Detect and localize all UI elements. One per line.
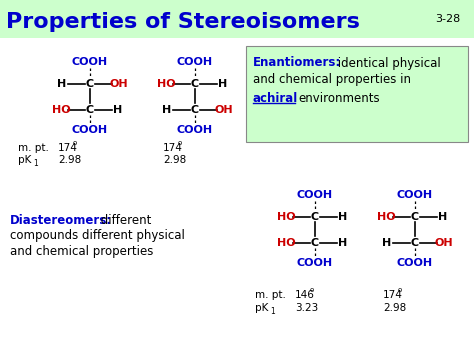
Text: Enantiomers:: Enantiomers: bbox=[253, 56, 341, 70]
Text: m. pt.: m. pt. bbox=[18, 143, 49, 153]
Text: C: C bbox=[411, 212, 419, 222]
Text: 2.98: 2.98 bbox=[163, 155, 186, 165]
Text: compounds different physical: compounds different physical bbox=[10, 229, 185, 242]
Text: H: H bbox=[219, 79, 228, 89]
Text: 1: 1 bbox=[33, 158, 38, 168]
Text: HO: HO bbox=[52, 105, 70, 115]
Text: C: C bbox=[311, 238, 319, 248]
Text: different: different bbox=[97, 213, 151, 226]
Text: 174: 174 bbox=[58, 143, 78, 153]
Text: COOH: COOH bbox=[297, 190, 333, 200]
Text: HO: HO bbox=[277, 212, 295, 222]
Text: o: o bbox=[398, 287, 402, 293]
Text: 2.98: 2.98 bbox=[58, 155, 81, 165]
Text: pK: pK bbox=[18, 155, 31, 165]
Text: C: C bbox=[411, 238, 419, 248]
Text: o: o bbox=[73, 140, 77, 146]
Text: 146: 146 bbox=[295, 290, 315, 300]
Text: 2.98: 2.98 bbox=[383, 303, 406, 313]
Text: COOH: COOH bbox=[72, 125, 108, 135]
Text: HO: HO bbox=[157, 79, 175, 89]
Text: H: H bbox=[438, 212, 447, 222]
Text: COOH: COOH bbox=[397, 258, 433, 268]
Text: C: C bbox=[86, 105, 94, 115]
Text: C: C bbox=[191, 79, 199, 89]
Text: COOH: COOH bbox=[297, 258, 333, 268]
Text: Properties of Stereoisomers: Properties of Stereoisomers bbox=[6, 12, 360, 32]
Text: C: C bbox=[191, 105, 199, 115]
Text: H: H bbox=[383, 238, 392, 248]
Text: C: C bbox=[311, 212, 319, 222]
Text: COOH: COOH bbox=[177, 57, 213, 67]
Text: o: o bbox=[310, 287, 314, 293]
Text: COOH: COOH bbox=[72, 57, 108, 67]
Text: COOH: COOH bbox=[397, 190, 433, 200]
Text: OH: OH bbox=[109, 79, 128, 89]
Text: 3-28: 3-28 bbox=[435, 14, 460, 24]
Text: HO: HO bbox=[377, 212, 395, 222]
Text: 3.23: 3.23 bbox=[295, 303, 318, 313]
Text: 174: 174 bbox=[383, 290, 403, 300]
Text: HO: HO bbox=[277, 238, 295, 248]
Text: achiral: achiral bbox=[253, 92, 298, 104]
Text: environments: environments bbox=[298, 92, 380, 104]
Text: and chemical properties: and chemical properties bbox=[10, 246, 154, 258]
Text: OH: OH bbox=[435, 238, 453, 248]
Text: H: H bbox=[163, 105, 172, 115]
Text: H: H bbox=[338, 212, 347, 222]
Text: pK: pK bbox=[255, 303, 268, 313]
Text: OH: OH bbox=[215, 105, 233, 115]
Text: identical physical: identical physical bbox=[334, 56, 441, 70]
Text: H: H bbox=[338, 238, 347, 248]
Text: and chemical properties in: and chemical properties in bbox=[253, 73, 411, 87]
FancyBboxPatch shape bbox=[0, 0, 474, 38]
Text: H: H bbox=[113, 105, 123, 115]
Text: o: o bbox=[178, 140, 182, 146]
Text: 174: 174 bbox=[163, 143, 183, 153]
FancyBboxPatch shape bbox=[246, 46, 468, 142]
Text: COOH: COOH bbox=[177, 125, 213, 135]
Text: m. pt.: m. pt. bbox=[255, 290, 286, 300]
Text: 1: 1 bbox=[270, 306, 275, 316]
Text: Diastereomers:: Diastereomers: bbox=[10, 213, 112, 226]
Text: C: C bbox=[86, 79, 94, 89]
Text: H: H bbox=[57, 79, 67, 89]
